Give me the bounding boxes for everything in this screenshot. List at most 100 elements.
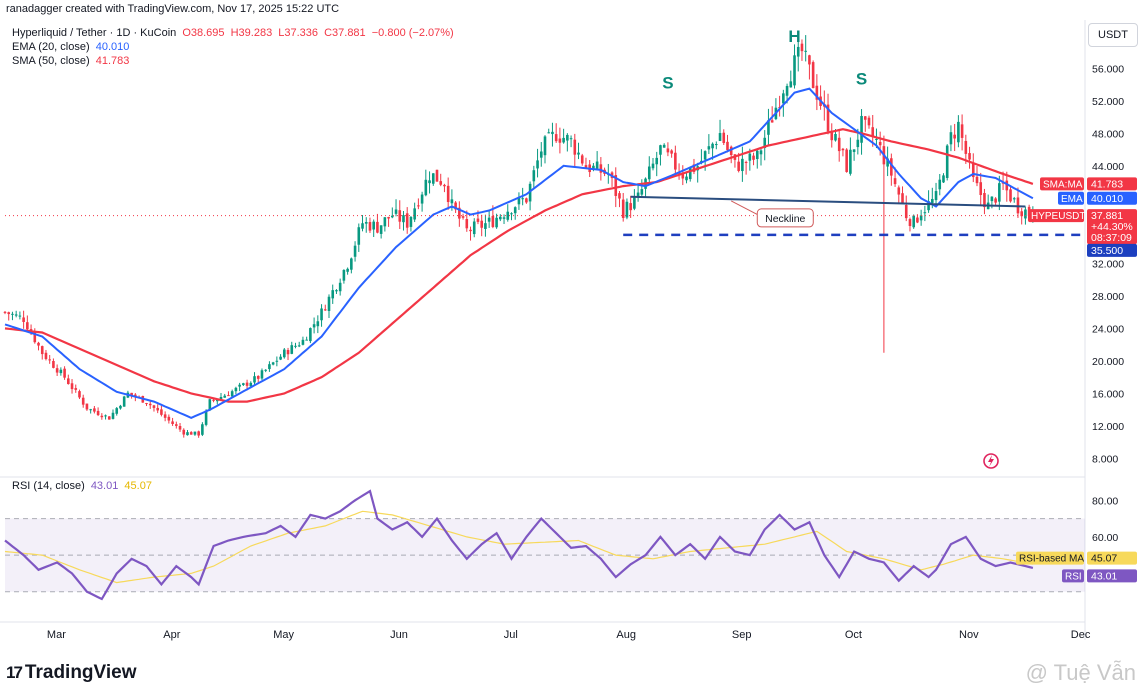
candle	[573, 139, 577, 155]
price-tick-label: 32.000	[1092, 258, 1124, 270]
sma-legend[interactable]: SMA (50, close) 41.783	[12, 55, 132, 68]
ohlc-high: H39.283	[230, 27, 273, 39]
candle	[115, 408, 119, 414]
candle	[178, 426, 182, 430]
candle	[983, 193, 986, 208]
candle	[539, 151, 543, 158]
rsi-label: RSI (14, close)	[12, 480, 85, 492]
candle	[186, 432, 189, 436]
neckline-callout	[756, 208, 814, 228]
indicator-lines	[4, 87, 1085, 601]
candle	[878, 141, 882, 146]
candle	[841, 148, 845, 151]
candle	[685, 176, 688, 181]
candle	[569, 138, 573, 140]
svg-text:HYPEUSDT: HYPEUSDT	[1031, 211, 1085, 222]
candle	[562, 137, 565, 143]
candle	[748, 153, 752, 161]
candle	[692, 164, 696, 172]
candle	[577, 152, 580, 155]
svg-text:RSI: RSI	[1065, 571, 1082, 582]
candle	[78, 391, 81, 398]
currency-button[interactable]: USDT	[1088, 23, 1138, 47]
candle	[886, 158, 889, 167]
candle	[424, 179, 428, 196]
candle	[722, 132, 726, 144]
candle	[741, 158, 744, 172]
candle	[491, 215, 495, 227]
candle	[934, 191, 938, 201]
candle	[971, 163, 975, 178]
candle	[368, 222, 372, 231]
candle	[897, 187, 901, 195]
ema-line	[4, 87, 1034, 420]
candle	[268, 364, 271, 370]
rsi-line	[4, 489, 1034, 601]
candle	[994, 198, 997, 203]
candle	[759, 150, 763, 155]
candle	[189, 432, 193, 435]
candle	[931, 198, 934, 203]
candle	[398, 210, 402, 222]
candle	[703, 151, 707, 160]
candle	[580, 155, 584, 164]
ema-legend[interactable]: EMA (20, close) 40.010	[12, 41, 132, 54]
candle	[294, 345, 297, 347]
svg-text:40.010: 40.010	[1091, 193, 1123, 205]
candle	[502, 217, 506, 219]
candle	[893, 178, 897, 185]
ohlc-close: C37.881	[324, 27, 366, 39]
candle	[152, 405, 156, 408]
rsi-legend[interactable]: RSI (14, close) 43.01 45.07	[12, 480, 155, 493]
lightning-icon	[983, 453, 999, 469]
candle	[513, 207, 517, 214]
candle	[499, 216, 502, 220]
candle	[40, 346, 44, 355]
sma-name-tag: SMA:MA	[1040, 177, 1084, 191]
candle	[715, 144, 718, 146]
candle	[104, 415, 107, 417]
candle	[197, 431, 200, 436]
price-tick-label: 44.000	[1092, 161, 1124, 173]
candle	[1024, 209, 1027, 219]
candle	[372, 221, 375, 230]
candle	[26, 322, 29, 330]
rsi-value-tag: RSI 43.01	[1062, 569, 1137, 583]
candle	[361, 223, 364, 229]
candle	[353, 245, 357, 257]
candles[interactable]	[3, 34, 1035, 438]
candle	[1012, 198, 1016, 200]
candle	[908, 219, 912, 226]
candle	[245, 382, 249, 386]
candle	[242, 383, 245, 385]
svg-text:SMA:MA: SMA:MA	[1043, 179, 1083, 190]
rsi-tick-label: 80.00	[1092, 495, 1118, 507]
candle	[256, 375, 260, 379]
candle	[81, 397, 85, 405]
candle	[674, 152, 677, 170]
candle	[160, 409, 163, 415]
rsi-band	[5, 518, 1085, 593]
sma-label: SMA (50, close)	[12, 55, 90, 67]
candle	[949, 132, 953, 145]
candle	[834, 133, 837, 141]
price-tick-label: 56.000	[1092, 63, 1124, 75]
candle	[707, 146, 711, 150]
candle	[70, 383, 74, 390]
candle	[640, 189, 644, 195]
candle	[171, 421, 174, 425]
candle	[566, 134, 569, 141]
last-price-tag: 37.881+44.30%08:37:09	[1087, 209, 1137, 245]
month-label: Dec	[1071, 629, 1091, 641]
candle	[614, 175, 618, 196]
candle	[48, 359, 51, 361]
grid	[0, 20, 1086, 640]
candle	[919, 215, 923, 221]
candle	[916, 217, 919, 223]
candle	[543, 136, 547, 156]
candle	[618, 193, 621, 199]
candle	[737, 161, 740, 171]
candle	[655, 157, 659, 165]
